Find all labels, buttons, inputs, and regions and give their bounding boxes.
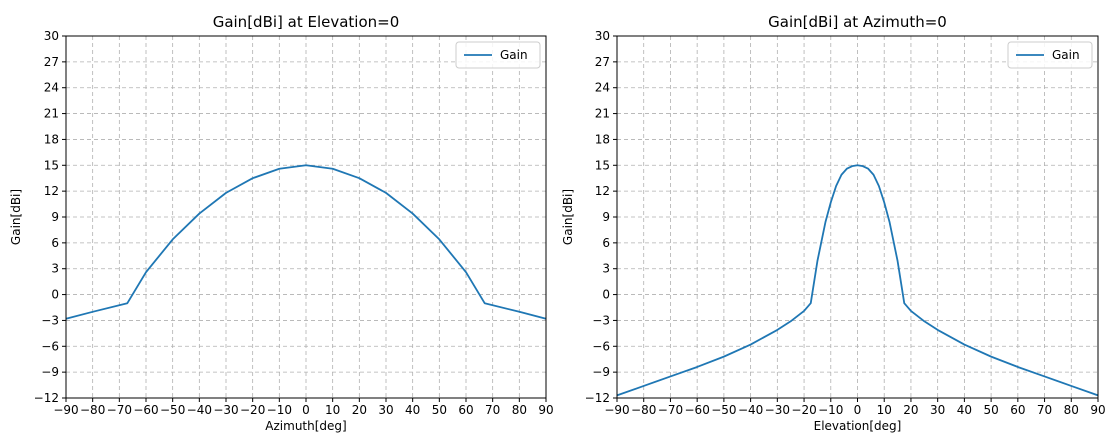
y-tick-label: −3 (41, 313, 59, 327)
x-tick-label: −50 (711, 403, 736, 417)
y-tick-label: 0 (602, 288, 610, 302)
x-tick-label: 10 (325, 403, 340, 417)
series-line-gain (616, 164, 1099, 397)
x-tick-label: −60 (685, 403, 710, 417)
x-tick-label: −40 (187, 403, 212, 417)
x-tick-label: 80 (512, 403, 527, 417)
chart-title: Gain[dBi] at Azimuth=0 (768, 13, 947, 31)
x-tick-label: −70 (658, 403, 683, 417)
y-tick-label: 24 (595, 81, 610, 95)
x-tick-label: 90 (538, 403, 553, 417)
x-tick-label: 90 (1090, 403, 1105, 417)
y-tick-label: 24 (44, 81, 59, 95)
x-axis-title: Azimuth[deg] (265, 419, 346, 433)
y-tick-label: 15 (44, 158, 59, 172)
y-tick-label: 0 (51, 288, 59, 302)
y-tick-label: 27 (595, 55, 610, 69)
legend-label: Gain (1052, 48, 1080, 62)
y-tick-label: −12 (34, 391, 59, 405)
y-tick-label: −6 (592, 339, 610, 353)
y-tick-label: 27 (44, 55, 59, 69)
y-tick-label: −3 (592, 313, 610, 327)
chart-title: Gain[dBi] at Elevation=0 (213, 13, 400, 31)
x-tick-label: −80 (631, 403, 656, 417)
x-tick-label: 30 (378, 403, 393, 417)
y-tick-label: 30 (44, 29, 59, 43)
y-tick-label: −12 (585, 391, 610, 405)
y-tick-label: −9 (41, 365, 59, 379)
y-tick-label: 9 (51, 210, 59, 224)
x-tick-label: 0 (302, 403, 310, 417)
x-tick-label: 70 (1037, 403, 1052, 417)
y-axis-title: Gain[dBi] (9, 189, 23, 245)
y-tick-label: −6 (41, 339, 59, 353)
x-tick-label: −50 (160, 403, 185, 417)
series-line-gain (65, 164, 547, 320)
legend-box (455, 41, 541, 69)
x-tick-label: 50 (983, 403, 998, 417)
x-tick-label: 0 (854, 403, 862, 417)
y-tick-label: −9 (592, 365, 610, 379)
y-tick-label: 6 (602, 236, 610, 250)
x-tick-label: −10 (818, 403, 843, 417)
y-tick-label: 12 (595, 184, 610, 198)
x-tick-label: 60 (1010, 403, 1025, 417)
x-tick-label: −20 (240, 403, 265, 417)
y-tick-label: 21 (595, 107, 610, 121)
y-tick-label: 6 (51, 236, 59, 250)
y-axis-title: Gain[dBi] (561, 189, 575, 245)
x-tick-label: −70 (107, 403, 132, 417)
y-tick-label: 3 (51, 262, 59, 276)
x-tick-label: −80 (80, 403, 105, 417)
x-tick-label: 40 (405, 403, 420, 417)
x-tick-label: 80 (1064, 403, 1079, 417)
x-tick-label: −90 (53, 403, 78, 417)
x-tick-label: 40 (957, 403, 972, 417)
x-tick-label: 60 (458, 403, 473, 417)
x-tick-label: −10 (267, 403, 292, 417)
y-tick-label: 12 (44, 184, 59, 198)
x-tick-label: 50 (432, 403, 447, 417)
y-tick-label: 21 (44, 107, 59, 121)
chart-panel-1: −90 −80 −70 −60 −50 −40 −30 −20 −10 0 10 20 30 40 50 60… (9, 13, 554, 433)
x-tick-label: −40 (738, 403, 763, 417)
x-tick-label: −20 (791, 403, 816, 417)
y-tick-label: 30 (595, 29, 610, 43)
x-tick-label: −60 (133, 403, 158, 417)
y-tick-label: 18 (44, 132, 59, 146)
x-tick-label: −30 (765, 403, 790, 417)
y-tick-label: 15 (595, 158, 610, 172)
y-tick-label: 9 (602, 210, 610, 224)
x-tick-label: 20 (903, 403, 918, 417)
x-tick-label: −30 (213, 403, 238, 417)
x-tick-label: 10 (877, 403, 892, 417)
chart-panel-2: −90 −80 −70 −60 −50 −40 −30 −20 −10 0 10 20 30 40 50 60… (561, 13, 1106, 433)
y-tick-label: 18 (595, 132, 610, 146)
legend-box (1007, 41, 1093, 69)
x-axis-title: Elevation[deg] (814, 419, 902, 433)
y-tick-label: 3 (602, 262, 610, 276)
legend: Gain (455, 41, 541, 69)
x-tick-label: 30 (930, 403, 945, 417)
legend-label: Gain (500, 48, 528, 62)
x-tick-label: 20 (352, 403, 367, 417)
legend: Gain (1007, 41, 1093, 69)
x-tick-label: −90 (604, 403, 629, 417)
x-tick-label: 70 (485, 403, 500, 417)
